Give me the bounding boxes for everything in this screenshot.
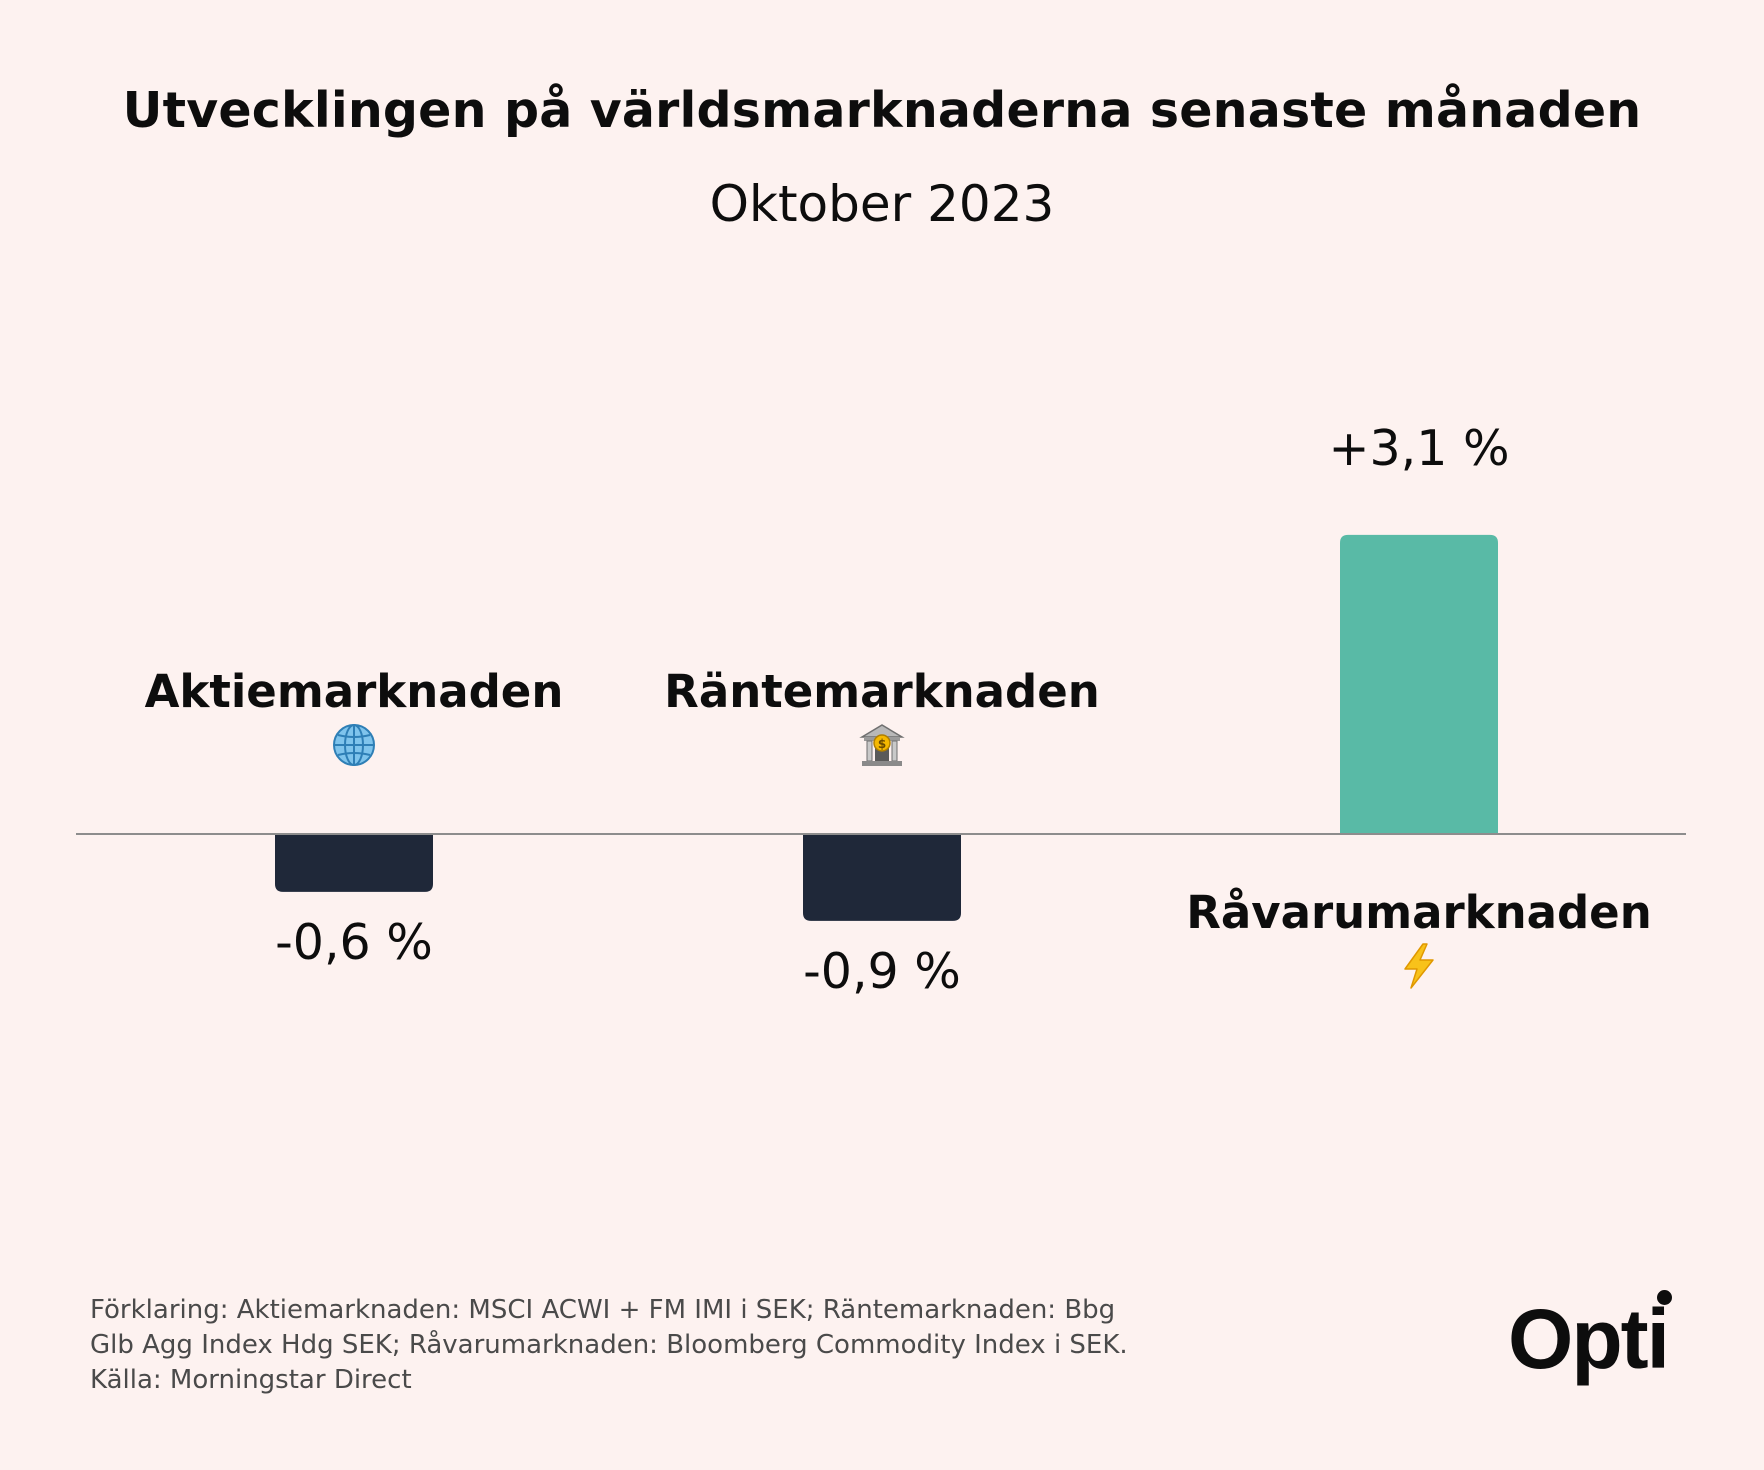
bank-icon: $ [859,724,905,766]
footnote: Förklaring: Aktiemarknaden: MSCI ACWI + … [90,1293,1350,1398]
svg-text:$: $ [878,737,886,751]
opti-logo: Opti [1500,1290,1690,1390]
footnote-line-1: Förklaring: Aktiemarknaden: MSCI ACWI + … [90,1295,1116,1325]
value-label: -0,9 % [803,943,961,1000]
footnote-line-3: Källa: Morningstar Direct [90,1365,412,1395]
chart-title: Utvecklingen på världsmarknaderna senast… [122,82,1642,139]
category-label: Aktiemarknaden [145,665,564,718]
bar-räntemarknaden [803,834,961,921]
category-label: Räntemarknaden [664,665,1100,718]
value-label: -0,6 % [275,914,433,971]
globe-icon [333,724,375,766]
logo-text: Opti [1508,1292,1670,1386]
value-label: +3,1 % [1328,420,1509,477]
footnote-line-2: Glb Agg Index Hdg SEK; Råvarumarknaden: … [90,1330,1128,1360]
category-label: Råvarumarknaden [1186,886,1652,939]
chart-subtitle: Oktober 2023 [709,175,1055,233]
bar-råvarumarknaden [1340,534,1498,834]
bar-aktiemarknaden [275,834,433,892]
lightning-icon [1404,943,1434,989]
logo-dot [1657,1290,1672,1305]
